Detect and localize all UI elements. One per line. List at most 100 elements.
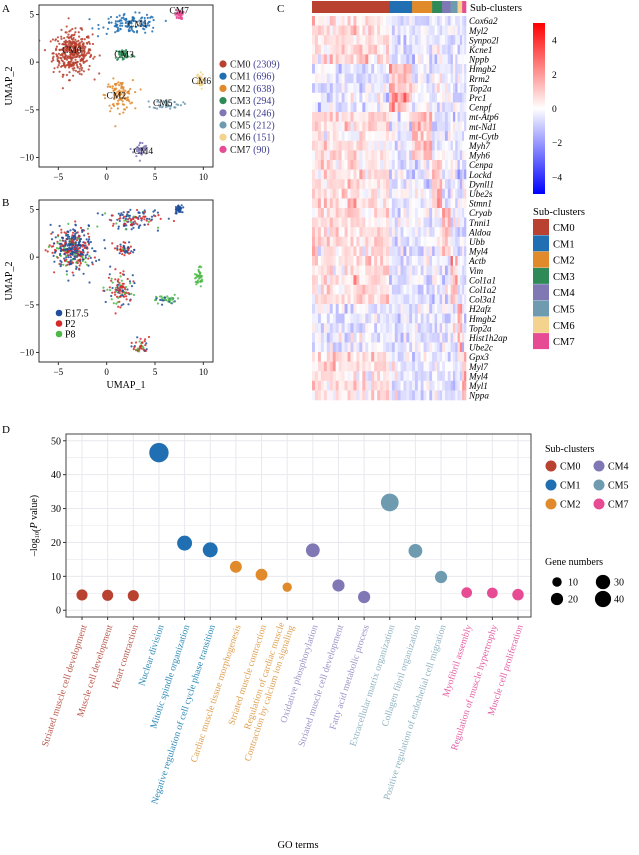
heatmap-cell <box>314 169 319 180</box>
heatmap-cell <box>391 361 396 372</box>
heatmap-cell <box>426 304 430 314</box>
heatmap-cell <box>459 131 463 142</box>
heatmap-cell <box>417 236 421 247</box>
heatmap-cell <box>365 275 369 286</box>
heatmap-cell <box>394 323 398 334</box>
legend-swatch <box>533 300 549 317</box>
heatmap-cell <box>341 361 345 372</box>
scatter-point <box>120 212 123 215</box>
heatmap-cell <box>434 54 438 65</box>
scatter-point <box>58 48 61 52</box>
heatmap-cell <box>420 112 424 122</box>
scatter-point <box>134 11 137 14</box>
heatmap-cell <box>397 198 401 209</box>
heatmap-cell <box>426 227 430 238</box>
scatter-point <box>114 290 117 293</box>
heatmap-cell <box>439 208 443 218</box>
heatmap-cell <box>338 169 342 180</box>
scatter-point <box>120 96 123 99</box>
heatmap-cell <box>374 390 378 401</box>
heatmap-cell <box>459 25 463 36</box>
scatter-point <box>171 298 174 301</box>
heatmap-cell <box>362 246 366 257</box>
scatter-point <box>137 216 140 219</box>
heatmap-cell <box>350 121 354 132</box>
heatmap-cell <box>437 256 440 266</box>
heatmap-cell <box>335 265 339 276</box>
heatmap-cell <box>409 304 413 314</box>
scatter-point <box>51 38 55 41</box>
heatmap-cell <box>389 150 393 161</box>
heatmap-cell <box>412 35 416 46</box>
heatmap-cell <box>329 284 334 295</box>
heatmap-cell <box>412 102 416 113</box>
heatmap-cell <box>429 236 433 247</box>
heatmap-cell <box>414 150 419 161</box>
heatmap-cell <box>434 112 438 122</box>
heatmap-cell <box>420 44 424 55</box>
heatmap-cell <box>344 150 348 161</box>
scatter-point <box>58 242 61 245</box>
heatmap-cell <box>452 92 456 103</box>
heatmap-cell <box>464 323 467 334</box>
legend-swatch <box>219 121 227 129</box>
scatter-point <box>77 259 80 262</box>
heatmap-cell <box>394 332 398 343</box>
heatmap-cell <box>426 131 430 142</box>
heatmap-cell <box>377 371 381 382</box>
scatter-point <box>122 96 125 99</box>
heatmap-cell <box>444 304 449 314</box>
heatmap-cell <box>429 342 433 353</box>
heatmap-cell <box>365 342 369 353</box>
heatmap-cell <box>414 16 419 26</box>
heatmap-cell <box>414 246 419 257</box>
heatmap-cell <box>383 140 387 151</box>
scatter-point <box>112 77 115 80</box>
heatmap-cell <box>371 140 375 151</box>
heatmap-cell <box>359 54 363 65</box>
scatter-point <box>69 65 72 68</box>
heatmap-cell <box>447 16 451 26</box>
scatter-point <box>81 43 84 46</box>
gene-label: Aldoa <box>468 227 491 237</box>
scatter-point <box>68 243 71 247</box>
gene-label: Hmgb2 <box>468 64 496 74</box>
heatmap-cell <box>406 169 410 180</box>
heatmap-cell <box>394 121 398 132</box>
heatmap-cell <box>314 102 319 113</box>
heatmap-cell <box>380 92 384 103</box>
heatmap-cell <box>394 83 398 94</box>
scatter-point <box>144 31 147 34</box>
heatmap-cell <box>391 169 396 180</box>
heatmap-cell <box>386 390 390 401</box>
heatmap-cell <box>432 390 435 401</box>
heatmap-cell <box>420 102 424 113</box>
heatmap-cell <box>332 25 336 36</box>
heatmap-cell <box>437 140 440 151</box>
scatter-point <box>76 231 79 234</box>
heatmap-cell <box>347 332 351 343</box>
scatter-point <box>113 96 116 99</box>
heatmap-cell <box>423 121 427 132</box>
heatmap-cell <box>462 102 465 113</box>
heatmap-cell <box>434 380 438 391</box>
heatmap-cell <box>452 140 456 151</box>
heatmap-cell <box>353 169 357 180</box>
y-axis-label: UMAP_2 <box>4 262 15 301</box>
scatter-point <box>81 245 84 248</box>
heatmap-cell <box>374 275 378 286</box>
heatmap-cell <box>437 294 440 305</box>
scatter-point <box>84 261 87 264</box>
scatter-point <box>69 46 72 49</box>
heatmap-cell <box>362 150 366 161</box>
heatmap-cell <box>457 236 461 247</box>
heatmap-cell <box>320 169 325 180</box>
heatmap-cell <box>341 304 345 314</box>
scatter-point <box>129 147 132 151</box>
heatmap-cell <box>464 131 467 142</box>
scatter-point <box>141 16 144 19</box>
heatmap-cell <box>312 44 316 55</box>
heatmap-cell <box>341 112 345 122</box>
scatter-point <box>68 71 71 74</box>
heatmap-cell <box>386 275 390 286</box>
